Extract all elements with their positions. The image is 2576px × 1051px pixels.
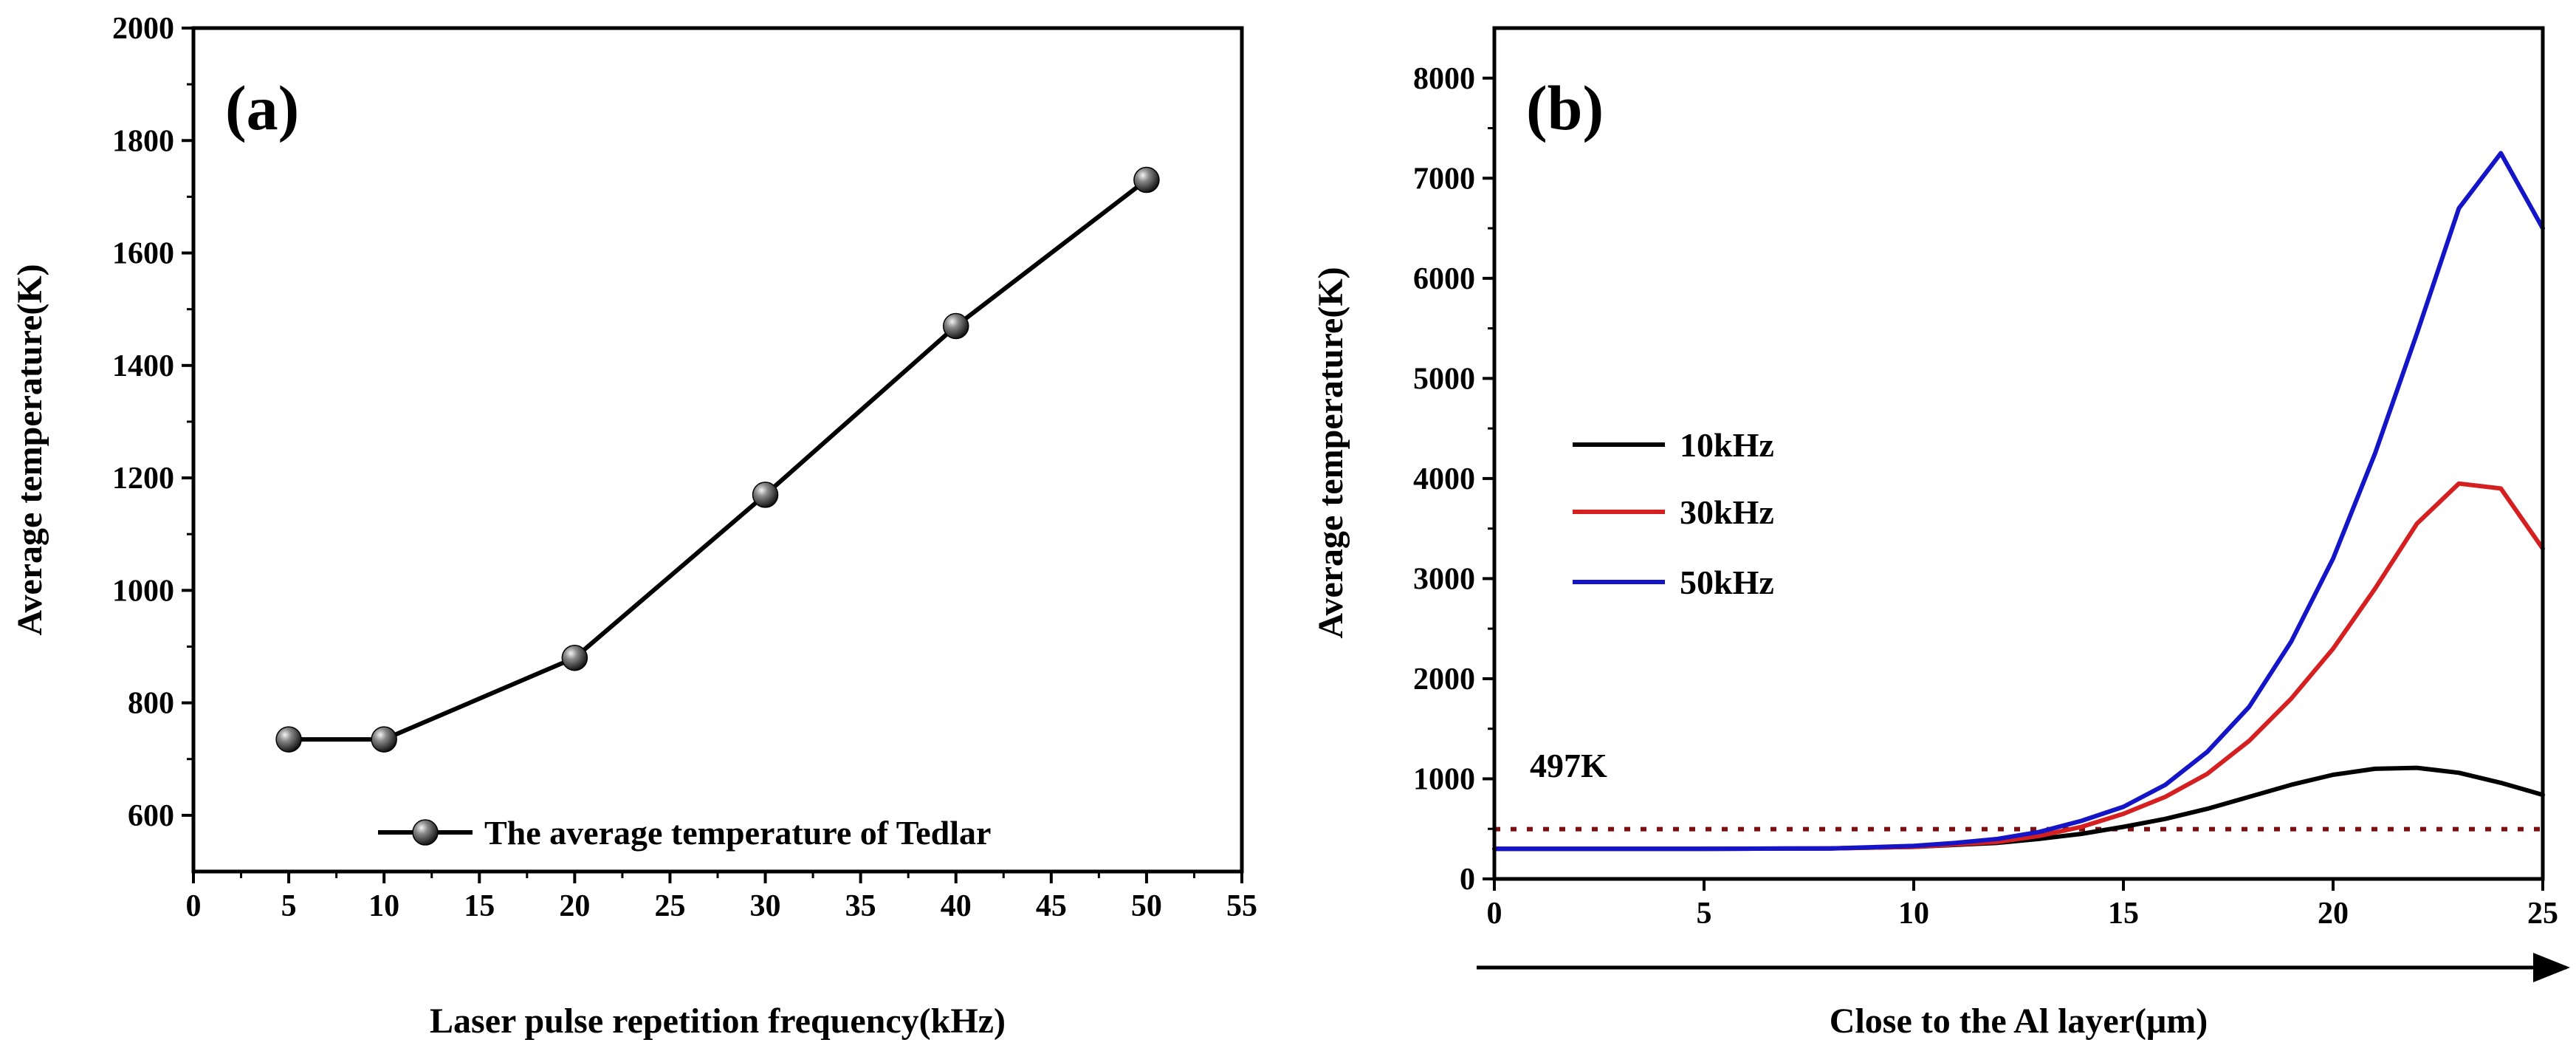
panel-b-y-tick-label: 3000 [1413,562,1475,596]
panel-a-x-tick-label: 10 [368,889,399,923]
panel-b-series-line-50khz [1492,151,2545,852]
panel-b-y-tick-label: 2000 [1413,663,1475,696]
panel-a-data-point [1133,166,1160,194]
panel-b-legend-label-10khz: 10kHz [1680,426,1774,464]
panel-a-x-tick-label: 40 [941,889,972,923]
panel-b-legend-label-30khz: 30kHz [1680,493,1774,531]
panel-a-x-tick-label: 0 [186,889,202,923]
panel-b-legend: 10kHz 30kHz 50kHz [1573,426,1774,601]
panel-b-label: (b) [1526,72,1604,143]
panel-a-x-tick-label: 30 [750,889,781,923]
panel-b-y-axis-title: Average temperature(K) [1311,267,1350,638]
panel-a-x-tick-label: 35 [845,889,876,923]
panel-b-y-tick-label: 4000 [1413,462,1475,496]
panel-a-y-tick-label: 600 [128,799,174,833]
panel-b-x-tick-label: 5 [1697,897,1712,931]
panel-b-ticks: 0 5 10 15 20 25 0 1000 2000 3000 4000 5000 6000 7000 8… [1413,62,2558,931]
panel-b-y-tick-label: 7000 [1413,162,1475,196]
panel-b-legend-label-50khz: 50kHz [1680,564,1774,601]
panel-b-reference-label: 497K [1530,747,1607,784]
panel-a-legend-label: The average temperature of Tedlar [484,814,991,852]
panel-a-legend-marker [412,819,439,846]
panel-b-series [1492,151,2545,852]
panel-a: 0 5 10 15 20 25 30 35 40 45 50 55 600 800 1000 1200 1400… [10,12,1257,1041]
panel-b-y-tick-label: 8000 [1413,62,1475,96]
panel-b-x-tick-label: 0 [1487,897,1502,931]
panel-a-x-tick-label: 55 [1226,889,1257,923]
panel-b-plot-frame [1492,26,2545,881]
panel-a-series [275,166,1160,753]
panel-a-data-point [942,312,969,340]
panel-b-x-tick-label: 10 [1898,897,1929,931]
panel-b-y-tick-label: 5000 [1413,362,1475,396]
panel-a-y-tick-label: 1200 [112,462,174,496]
panel-a-x-axis-title: Laser pulse repetition frequency(kHz) [430,1002,1006,1041]
panel-b-x-tick-label: 25 [2527,897,2558,931]
panel-a-y-tick-label: 1400 [112,349,174,383]
panel-a-data-point [752,482,779,508]
panel-a-y-tick-label: 2000 [112,12,174,46]
panel-b-x-tick-label: 20 [2318,897,2349,931]
panel-a-series-line-the-average-temperature-of-tedlar [286,177,1149,742]
panel-a-data-point [371,726,397,753]
panel-a-x-tick-label: 45 [1036,889,1067,923]
panel-a-y-tick-label: 1800 [112,124,174,158]
panel-b-x-tick-label: 15 [2108,897,2139,931]
panel-a-x-tick-label: 50 [1131,889,1162,923]
panel-a-y-tick-label: 1600 [112,237,174,271]
panel-a-x-tick-label: 25 [654,889,685,923]
panel-a-x-tick-label: 20 [559,889,590,923]
panel-a-y-axis-title: Average temperature(K) [10,264,49,635]
panel-a-data-point [275,726,302,753]
panel-b: 0 5 10 15 20 25 0 1000 2000 3000 4000 5000 6000 7000 8… [1311,26,2570,1041]
panel-b-y-tick-label: 0 [1460,863,1475,897]
panel-a-x-tick-label: 5 [281,889,297,923]
panel-a-label: (a) [225,72,299,143]
panel-a-plot-frame [191,26,1244,874]
panel-b-x-axis-title: Close to the Al layer(μm) [1830,1002,2208,1041]
panel-a-y-tick-label: 800 [128,687,174,721]
panel-a-x-tick-label: 15 [464,889,495,923]
panel-a-legend: The average temperature of Tedlar [378,814,991,852]
panel-a-data-point [561,644,588,671]
panel-a-ticks: 0 5 10 15 20 25 30 35 40 45 50 55 600 800 1000 1200 1400… [112,12,1257,923]
panel-b-y-tick-label: 1000 [1413,762,1475,796]
panel-b-y-tick-label: 6000 [1413,262,1475,296]
panel-b-series-line-30khz [1492,481,2545,852]
panel-a-y-tick-label: 1000 [112,574,174,608]
